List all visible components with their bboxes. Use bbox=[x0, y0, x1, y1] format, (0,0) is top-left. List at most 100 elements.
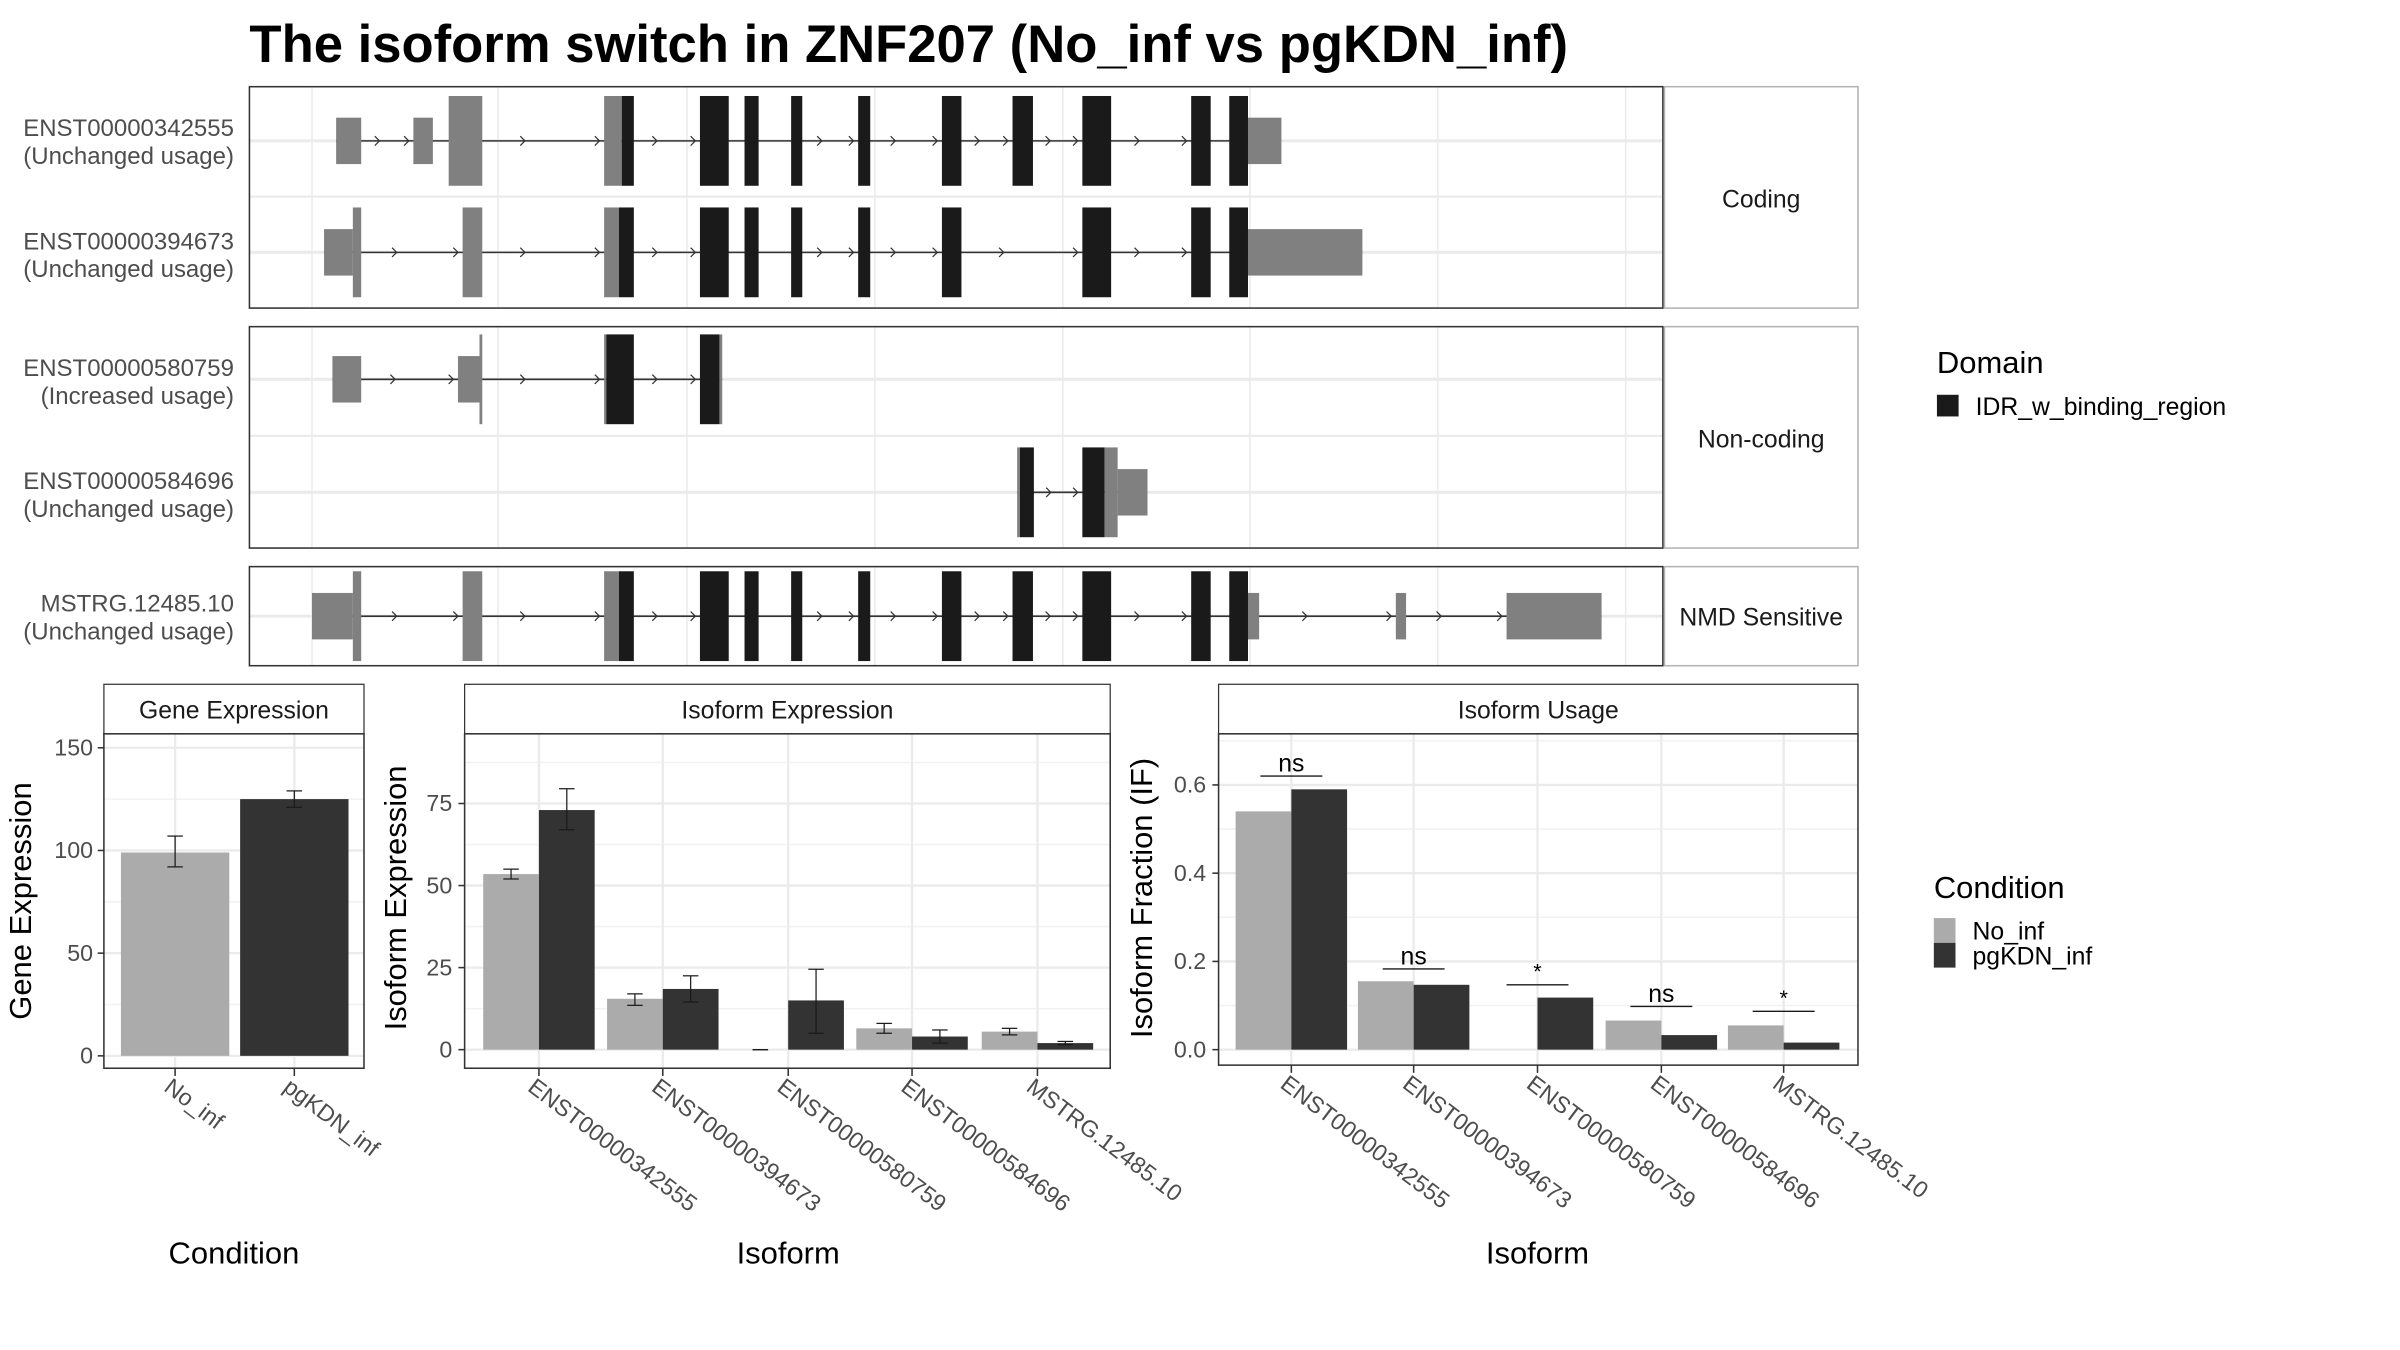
transcript-id-label: ENST00000584696 bbox=[23, 468, 234, 495]
strand-arrow-icon bbox=[519, 135, 526, 146]
strand-arrow-icon bbox=[848, 611, 855, 622]
strand-arrow-icon bbox=[932, 611, 939, 622]
y-tick-label: 25 bbox=[426, 954, 452, 980]
bar bbox=[1037, 1043, 1094, 1050]
domain-exon bbox=[1082, 207, 1112, 298]
strand-arrow-icon bbox=[594, 611, 601, 622]
strand-arrow-icon bbox=[389, 374, 396, 385]
strand-arrow-icon bbox=[1072, 611, 1079, 622]
y-tick-label: 0 bbox=[80, 1043, 93, 1069]
domain-exon bbox=[1229, 571, 1248, 662]
exon bbox=[604, 207, 619, 298]
strip-non-coding bbox=[1663, 325, 1859, 549]
transcript-structure-panels bbox=[248, 85, 1664, 667]
bar bbox=[607, 998, 663, 1050]
significance-label: ns bbox=[1278, 750, 1304, 777]
chart-isoform-expression: Isoform Expression0255075ENST00000342555… bbox=[378, 683, 1187, 1270]
domain-exon bbox=[941, 95, 962, 186]
exon bbox=[1247, 229, 1363, 276]
exon bbox=[1017, 447, 1020, 538]
y-tick-label: 50 bbox=[426, 872, 452, 898]
bar bbox=[981, 1031, 1038, 1050]
strand-arrow-icon bbox=[1002, 135, 1009, 146]
significance-label: ns bbox=[1401, 943, 1427, 970]
domain-exon bbox=[791, 571, 803, 662]
strand-arrow-icon bbox=[448, 374, 455, 385]
exon bbox=[448, 95, 483, 186]
domain-exon bbox=[744, 571, 759, 662]
domain-exon bbox=[791, 95, 803, 186]
significance-label: * bbox=[1533, 959, 1542, 984]
strand-arrow-icon bbox=[1496, 611, 1503, 622]
strand-arrow-icon bbox=[1134, 247, 1141, 258]
y-axis-title: Gene Expression bbox=[3, 782, 38, 1019]
strand-arrow-icon bbox=[1134, 135, 1141, 146]
domain-exon bbox=[941, 207, 962, 298]
x-axis-title: Condition bbox=[169, 1235, 300, 1270]
error-bar bbox=[286, 790, 303, 808]
strand-arrow-icon bbox=[391, 247, 398, 258]
strand-arrow-icon bbox=[374, 135, 381, 146]
exon bbox=[604, 571, 619, 662]
transcript-usage-label: (Unchanged usage) bbox=[23, 496, 234, 523]
exon bbox=[1395, 592, 1407, 640]
strand-arrow-icon bbox=[690, 135, 697, 146]
strand-arrow-icon bbox=[1436, 611, 1443, 622]
transcript-model bbox=[311, 571, 1602, 662]
domain-legend-title: Domain bbox=[1937, 345, 2044, 380]
transcript-id-label: ENST00000580759 bbox=[23, 355, 234, 382]
strand-arrow-icon bbox=[519, 374, 526, 385]
panel-border bbox=[248, 85, 1664, 309]
significance-label: * bbox=[1779, 985, 1788, 1010]
domain-legend-key bbox=[1936, 394, 1959, 417]
domain-exon bbox=[1082, 447, 1105, 538]
strand-arrow-icon bbox=[890, 611, 897, 622]
panel-border bbox=[248, 565, 1664, 667]
strand-arrow-icon bbox=[1134, 611, 1141, 622]
error-bar bbox=[876, 1022, 892, 1034]
strand-arrow-icon bbox=[651, 374, 658, 385]
strand-arrow-icon bbox=[890, 247, 897, 258]
exon bbox=[1506, 592, 1602, 640]
bar bbox=[1727, 1025, 1784, 1050]
strand-arrow-icon bbox=[816, 247, 823, 258]
bar bbox=[120, 852, 230, 1056]
domain-exon bbox=[1082, 95, 1112, 186]
exon bbox=[1104, 447, 1118, 538]
exon bbox=[311, 592, 353, 640]
panel-strip bbox=[1217, 683, 1859, 735]
y-axis-title: Isoform Expression bbox=[378, 765, 413, 1030]
domain-exon bbox=[858, 571, 871, 662]
domain-exon bbox=[1191, 571, 1211, 662]
domain-exon bbox=[858, 95, 871, 186]
strand-arrow-icon bbox=[974, 135, 981, 146]
transcript-panel-background bbox=[249, 326, 1663, 549]
domain-exon bbox=[941, 571, 962, 662]
strip-label-nmd: NMD Sensitive bbox=[1679, 604, 1843, 631]
exon bbox=[332, 356, 362, 403]
strand-arrow-icon bbox=[1181, 611, 1188, 622]
domain-exon bbox=[791, 207, 803, 298]
error-bar bbox=[559, 788, 575, 831]
exon bbox=[604, 95, 622, 186]
strand-arrow-icon bbox=[1045, 487, 1052, 498]
strand-arrow-icon bbox=[816, 135, 823, 146]
domain-exon bbox=[1012, 95, 1033, 186]
strand-arrow-icon bbox=[452, 247, 459, 258]
domain-exon bbox=[744, 95, 759, 186]
domain-legend: Domain IDR_w_binding_region bbox=[1936, 345, 2226, 421]
y-tick-label: 100 bbox=[54, 837, 93, 863]
strip-label-coding: Coding bbox=[1722, 186, 1800, 213]
chart-isoform-usage: Isoform Usage0.00.20.40.6ENST00000342555… bbox=[1124, 683, 1933, 1270]
legend-key-pgkdn-inf bbox=[1933, 942, 1956, 968]
exon bbox=[336, 117, 362, 165]
strand-arrow-icon bbox=[690, 247, 697, 258]
bar bbox=[1235, 811, 1292, 1050]
domain-exon bbox=[606, 334, 634, 425]
domain-exon bbox=[1229, 95, 1248, 186]
strand-arrow-icon bbox=[816, 611, 823, 622]
exon bbox=[1117, 469, 1148, 516]
domain-exon bbox=[621, 95, 634, 186]
legend-key-no-inf bbox=[1933, 918, 1956, 943]
figure-title: The isoform switch in ZNF207 (No_inf vs … bbox=[249, 15, 1568, 74]
